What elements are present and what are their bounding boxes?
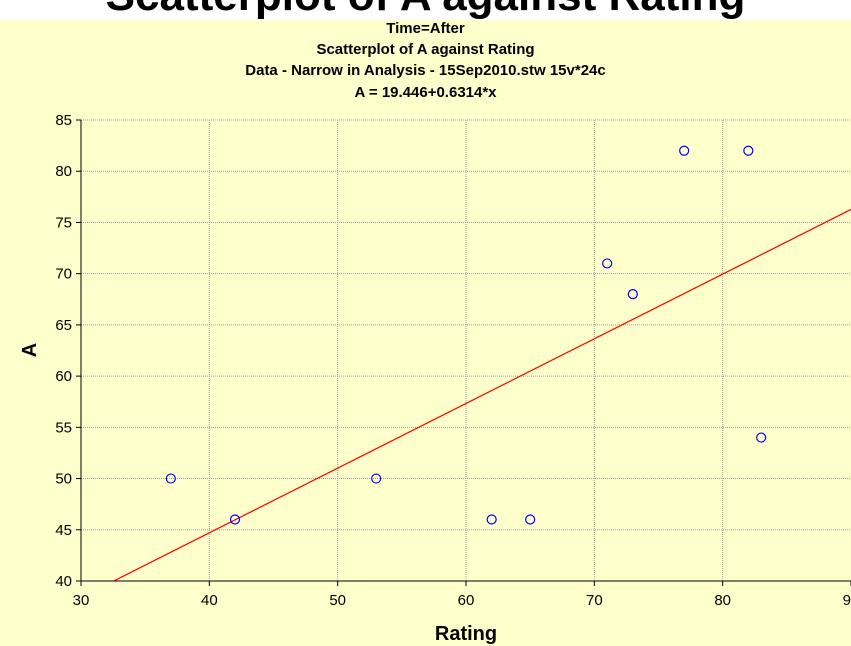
data-points xyxy=(165,145,767,525)
chart-title-line-1: Time=After xyxy=(386,20,465,37)
data-point xyxy=(525,514,536,525)
data-point xyxy=(602,258,613,269)
x-tick-label: 80 xyxy=(714,592,731,609)
fit-line xyxy=(112,208,851,581)
y-tick-label: 50 xyxy=(55,471,72,488)
y-tick-label: 75 xyxy=(55,214,72,231)
chart-title-line-4: A = 19.446+0.6314*x xyxy=(354,84,497,101)
data-point xyxy=(627,289,638,300)
data-point xyxy=(486,514,497,525)
x-axis-label: Rating xyxy=(435,623,497,645)
y-tick-label: 40 xyxy=(55,573,72,590)
x-tick-label: 50 xyxy=(329,592,346,609)
y-ticks: 40 45 50 55 60 65 70 75 80 85 xyxy=(55,112,81,590)
cut-off-title: Scatterplot of A against Rating xyxy=(0,0,851,18)
y-axis-label: A xyxy=(19,343,41,357)
data-point xyxy=(371,473,382,484)
x-tick-label: 30 xyxy=(73,592,90,609)
cut-off-header: Scatterplot of A against Rating xyxy=(0,0,851,20)
chart-title-line-2: Scatterplot of A against Rating xyxy=(316,41,535,58)
chart-title-line-3: Data - Narrow in Analysis - 15Sep2010.st… xyxy=(245,62,606,79)
x-tick-label: 40 xyxy=(201,592,218,609)
data-point xyxy=(743,145,754,156)
y-tick-label: 80 xyxy=(55,163,72,180)
y-tick-label: 45 xyxy=(55,522,72,539)
y-tick-label: 70 xyxy=(55,266,72,283)
fit-line-group xyxy=(112,208,851,581)
x-ticks: 30 40 50 60 70 80 90 xyxy=(73,581,851,609)
y-tick-label: 55 xyxy=(55,419,72,436)
data-point xyxy=(165,473,176,484)
x-tick-label: 90 xyxy=(843,592,851,609)
x-tick-label: 60 xyxy=(458,592,475,609)
data-point xyxy=(229,514,241,525)
y-tick-label: 60 xyxy=(55,368,72,385)
y-tick-label: 85 xyxy=(55,112,72,129)
data-point xyxy=(756,432,767,443)
x-tick-label: 70 xyxy=(586,592,603,609)
grid xyxy=(81,119,851,581)
y-tick-label: 65 xyxy=(55,317,72,334)
data-point xyxy=(679,145,690,156)
